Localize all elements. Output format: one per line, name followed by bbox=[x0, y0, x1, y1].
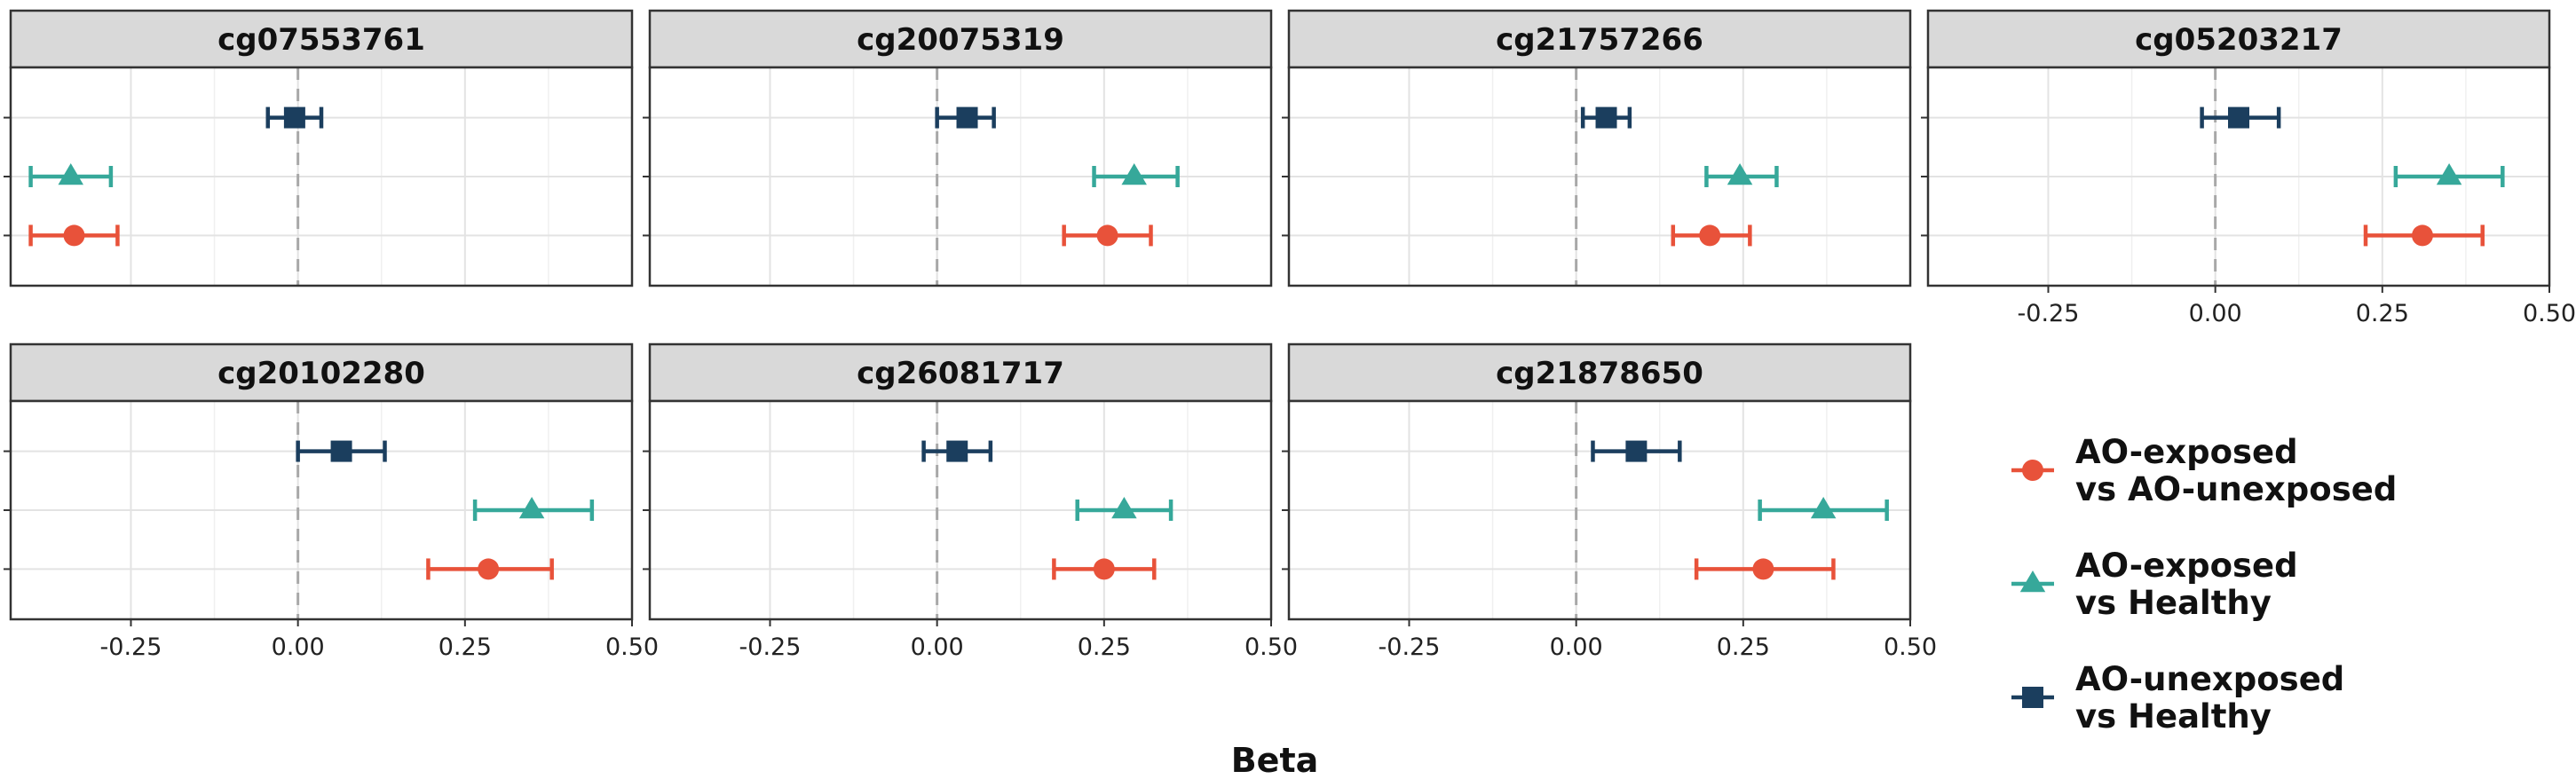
estimate-exp_healthy bbox=[1092, 163, 1180, 187]
facet-strip bbox=[9, 342, 634, 403]
legend-label: AO-unexposed bbox=[2075, 660, 2344, 698]
point-estimate bbox=[946, 440, 968, 462]
x-tick-label: -0.25 bbox=[100, 633, 162, 661]
legend-label: vs Healthy bbox=[2075, 584, 2272, 622]
estimate-unexp_healthy bbox=[921, 440, 993, 462]
point-estimate bbox=[2228, 106, 2249, 129]
point-estimate bbox=[1096, 224, 1118, 247]
estimate-exp_unexp bbox=[426, 558, 554, 580]
estimate-unexp_healthy bbox=[265, 106, 324, 129]
point-estimate bbox=[1699, 224, 1721, 247]
facet-strip bbox=[9, 9, 634, 69]
estimate-unexp_healthy bbox=[2200, 106, 2281, 129]
facet-panel: cg07553761 bbox=[4, 9, 634, 287]
point-estimate bbox=[1625, 440, 1648, 462]
facet-strip bbox=[1287, 342, 1912, 403]
x-tick-label: 0.00 bbox=[1550, 633, 1603, 661]
x-tick-label: 0.50 bbox=[1245, 633, 1298, 661]
x-tick-label: -0.25 bbox=[1379, 633, 1441, 661]
x-tick-label: 0.00 bbox=[272, 633, 325, 661]
estimate-exp_healthy bbox=[472, 497, 595, 521]
x-tick-label: 0.25 bbox=[2356, 300, 2409, 327]
point-estimate bbox=[1752, 558, 1774, 580]
estimate-exp_unexp bbox=[1062, 224, 1153, 247]
facet-title: cg26081717 bbox=[857, 356, 1064, 391]
facet-panel: cg21757266 bbox=[1282, 9, 1912, 287]
facet-title: cg21878650 bbox=[1496, 356, 1703, 391]
legend-label: vs Healthy bbox=[2075, 697, 2272, 736]
x-tick-label: 0.00 bbox=[2189, 300, 2242, 327]
x-tick-label: 0.25 bbox=[1717, 633, 1770, 661]
x-tick-label: 0.50 bbox=[1884, 633, 1937, 661]
facet-panel: cg20075319 bbox=[643, 9, 1273, 287]
estimate-unexp_healthy bbox=[935, 106, 996, 129]
x-tick-label: -0.25 bbox=[739, 633, 802, 661]
estimate-exp_unexp bbox=[1052, 558, 1157, 580]
point-estimate bbox=[58, 163, 83, 185]
point-estimate bbox=[330, 440, 352, 462]
estimate-exp_healthy bbox=[2393, 163, 2505, 187]
facet-title: cg07553761 bbox=[217, 22, 425, 58]
estimate-unexp_healthy bbox=[1591, 440, 1682, 462]
x-tick-label: -0.25 bbox=[2018, 300, 2080, 327]
x-tick-label: 0.50 bbox=[605, 633, 659, 661]
legend-key-marker bbox=[2022, 460, 2043, 481]
point-estimate bbox=[2411, 224, 2433, 247]
point-estimate bbox=[518, 497, 545, 519]
estimate-exp_unexp bbox=[2363, 224, 2485, 247]
estimate-exp_unexp bbox=[1694, 558, 1836, 580]
estimate-exp_unexp bbox=[28, 224, 120, 247]
point-estimate bbox=[2436, 163, 2462, 185]
x-tick-label: 0.50 bbox=[2523, 300, 2576, 327]
facet-panel: cg21878650 -0.25 0.00 0.25 0.50 bbox=[1282, 342, 1937, 661]
point-estimate bbox=[1121, 163, 1147, 185]
legend-label: AO-exposed bbox=[2075, 547, 2298, 585]
point-estimate bbox=[956, 106, 978, 129]
point-estimate bbox=[478, 558, 500, 580]
point-estimate bbox=[1111, 497, 1137, 519]
estimate-exp_unexp bbox=[1671, 224, 1752, 247]
x-tick-label: 0.25 bbox=[439, 633, 492, 661]
estimate-exp_healthy bbox=[1075, 497, 1173, 521]
facet-title: cg20102280 bbox=[217, 356, 425, 391]
facet-panel: cg26081717 -0.25 0.00 0.25 0.50 bbox=[643, 342, 1298, 661]
facet-panel: cg05203217 -0.25 0.00 0.25 0.50 bbox=[1921, 9, 2576, 327]
point-estimate bbox=[1595, 106, 1617, 129]
point-estimate bbox=[283, 106, 305, 129]
x-axis-title: Beta bbox=[1231, 741, 1319, 779]
x-tick-label: 0.25 bbox=[1078, 633, 1131, 661]
facet-title: cg20075319 bbox=[857, 22, 1064, 58]
point-estimate bbox=[63, 224, 85, 247]
facet-strip bbox=[1287, 9, 1912, 69]
legend-key-marker bbox=[2019, 570, 2046, 593]
facet-strip bbox=[648, 9, 1273, 69]
point-estimate bbox=[1810, 497, 1837, 519]
legend-label: vs AO-unexposed bbox=[2075, 470, 2397, 508]
estimate-exp_healthy bbox=[1704, 163, 1779, 187]
estimate-exp_healthy bbox=[28, 163, 114, 187]
estimate-unexp_healthy bbox=[1580, 106, 1632, 129]
facet-title: cg21757266 bbox=[1496, 22, 1703, 58]
facet-title: cg05203217 bbox=[2135, 22, 2343, 58]
facet-panel: cg20102280 -0.25 0.00 0.25 0.50 bbox=[4, 342, 659, 661]
point-estimate bbox=[1093, 558, 1115, 580]
legend-key-marker bbox=[2022, 687, 2043, 708]
estimate-unexp_healthy bbox=[296, 440, 387, 462]
x-tick-label: 0.00 bbox=[911, 633, 964, 661]
estimate-exp_healthy bbox=[1758, 497, 1889, 521]
point-estimate bbox=[1727, 163, 1753, 185]
legend-label: AO-exposed bbox=[2075, 433, 2298, 471]
